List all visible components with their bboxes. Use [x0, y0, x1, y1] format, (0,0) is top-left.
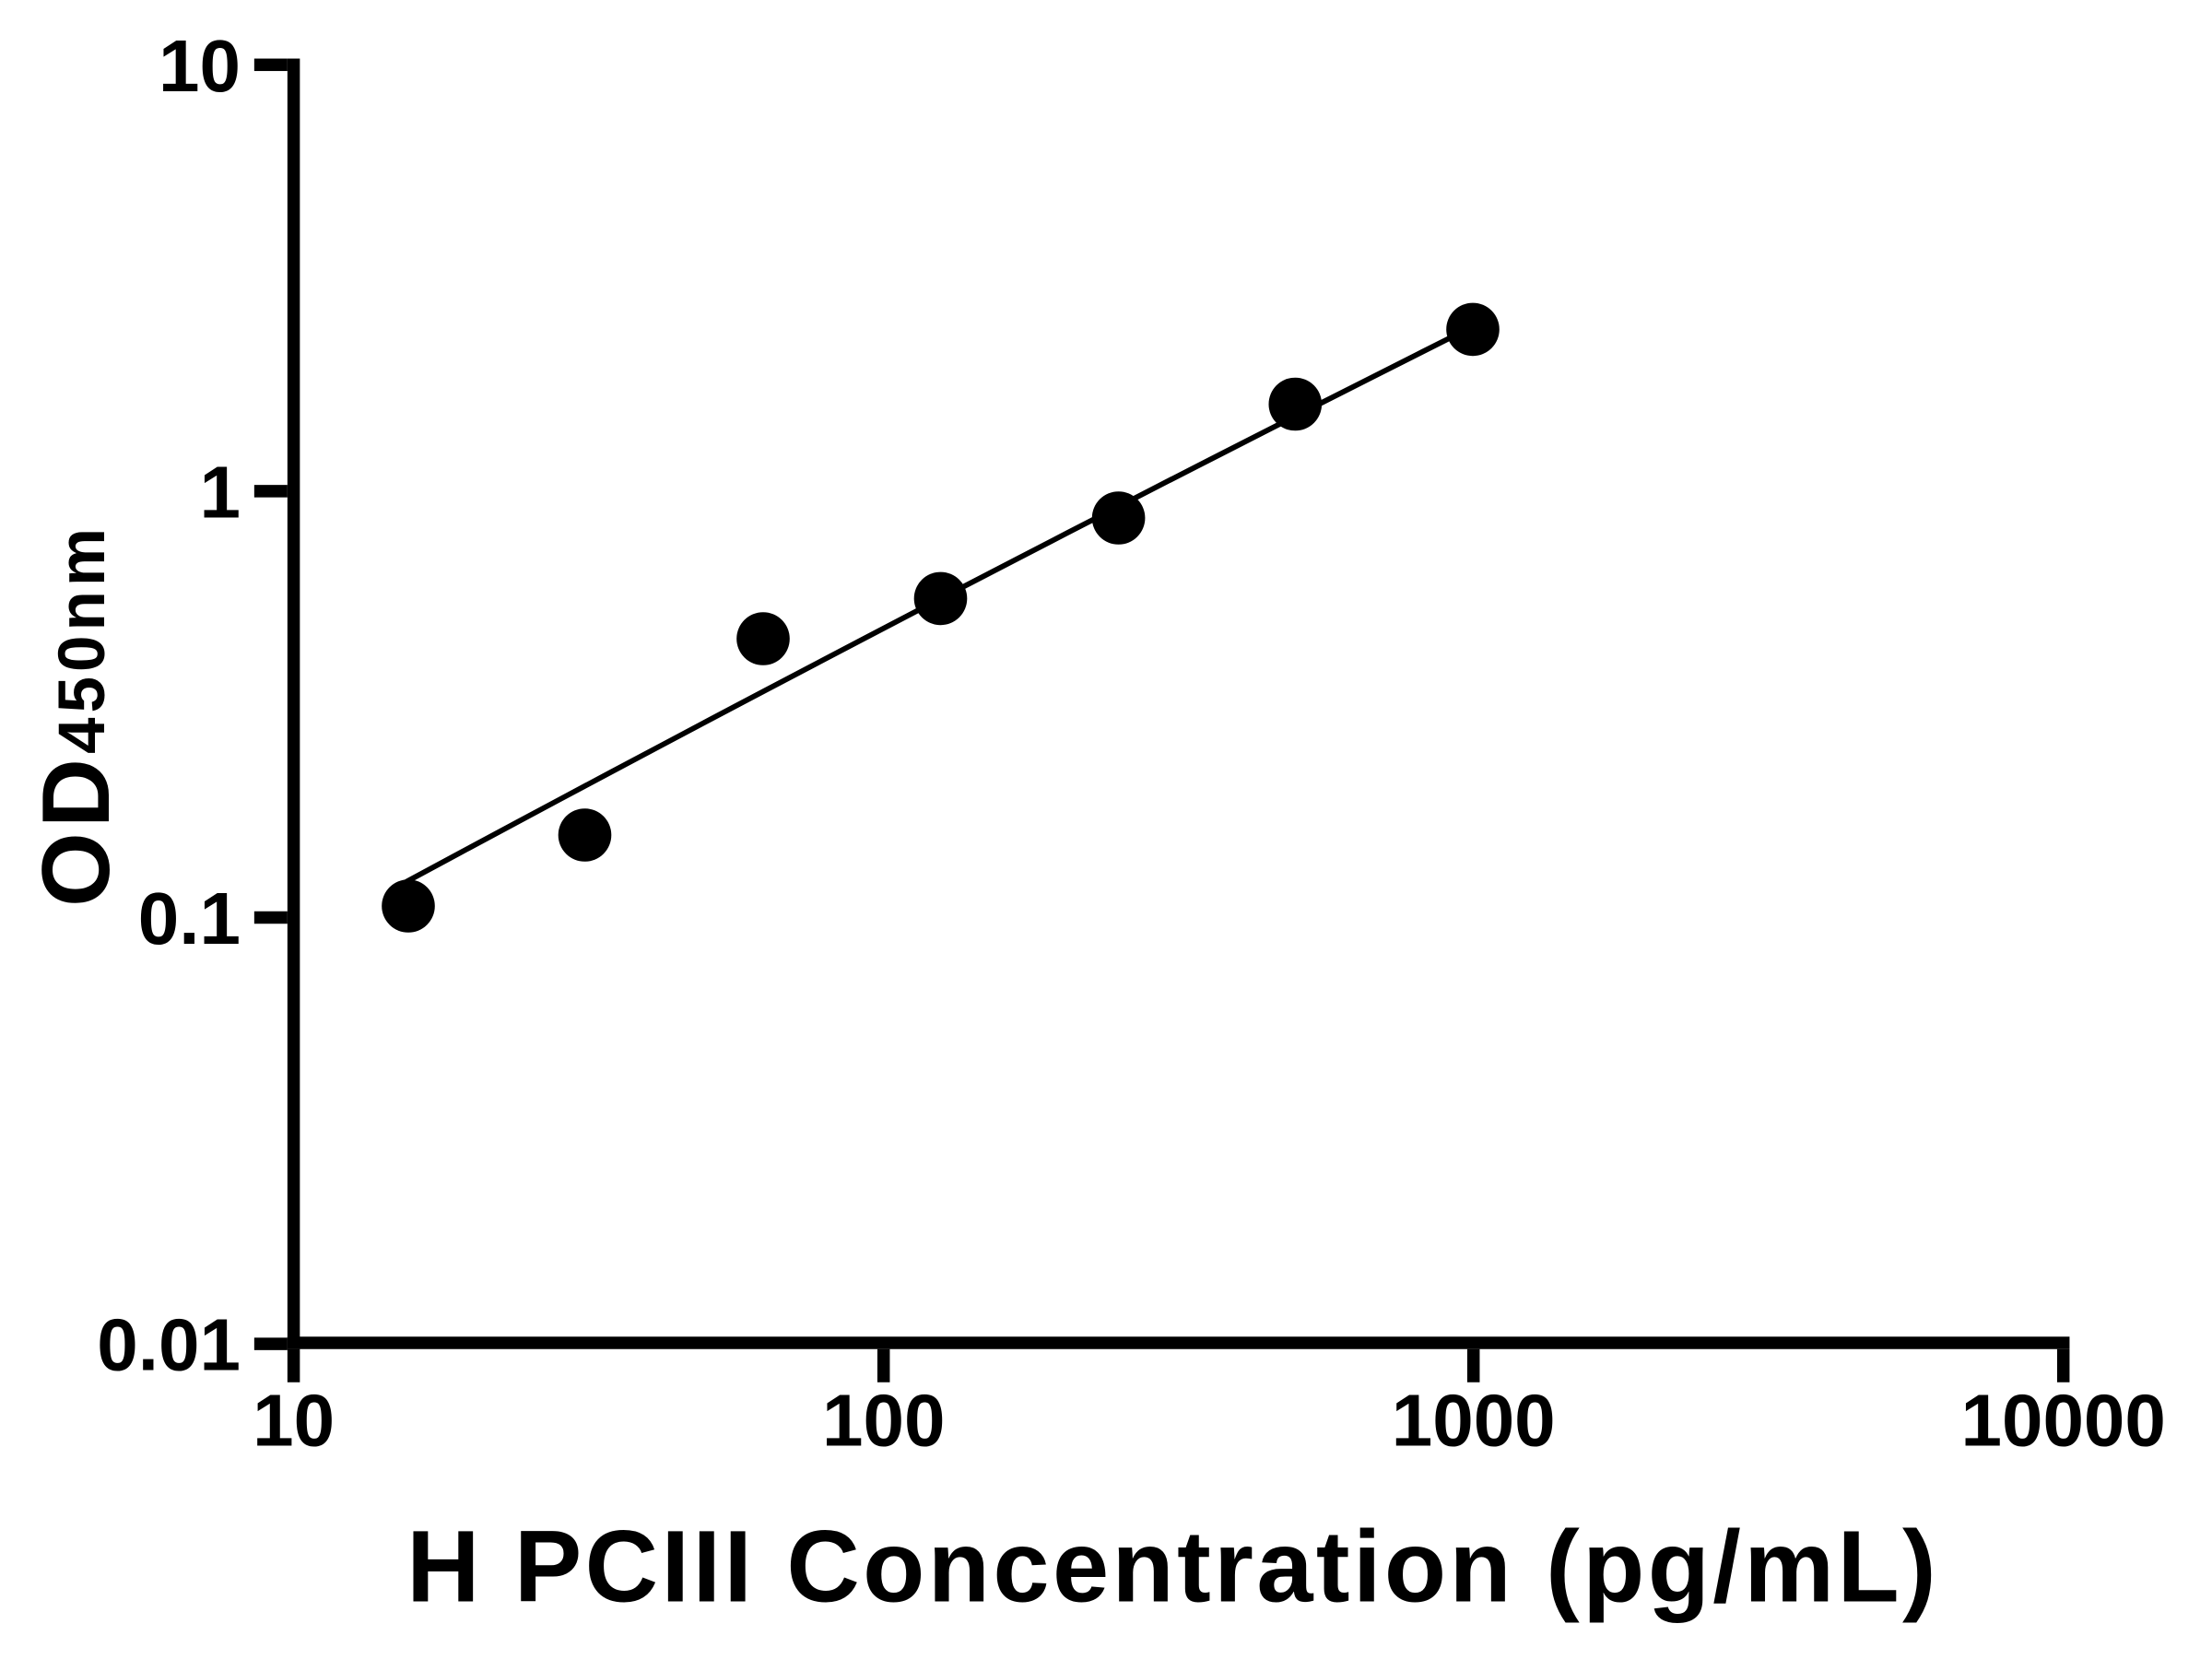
svg-text:10: 10 [159, 25, 241, 107]
svg-text:1000: 1000 [1392, 1380, 1556, 1462]
svg-text:100: 100 [822, 1380, 945, 1462]
svg-text:OD450nm: OD450nm [23, 524, 130, 907]
svg-text:10000: 10000 [1960, 1380, 2165, 1462]
svg-text:H PCIII Concentration (pg/mL): H PCIII Concentration (pg/mL) [406, 1511, 1939, 1624]
svg-text:0.01: 0.01 [97, 1304, 241, 1386]
svg-text:0.1: 0.1 [138, 877, 241, 959]
svg-text:10: 10 [253, 1380, 335, 1462]
svg-text:1: 1 [200, 452, 241, 534]
